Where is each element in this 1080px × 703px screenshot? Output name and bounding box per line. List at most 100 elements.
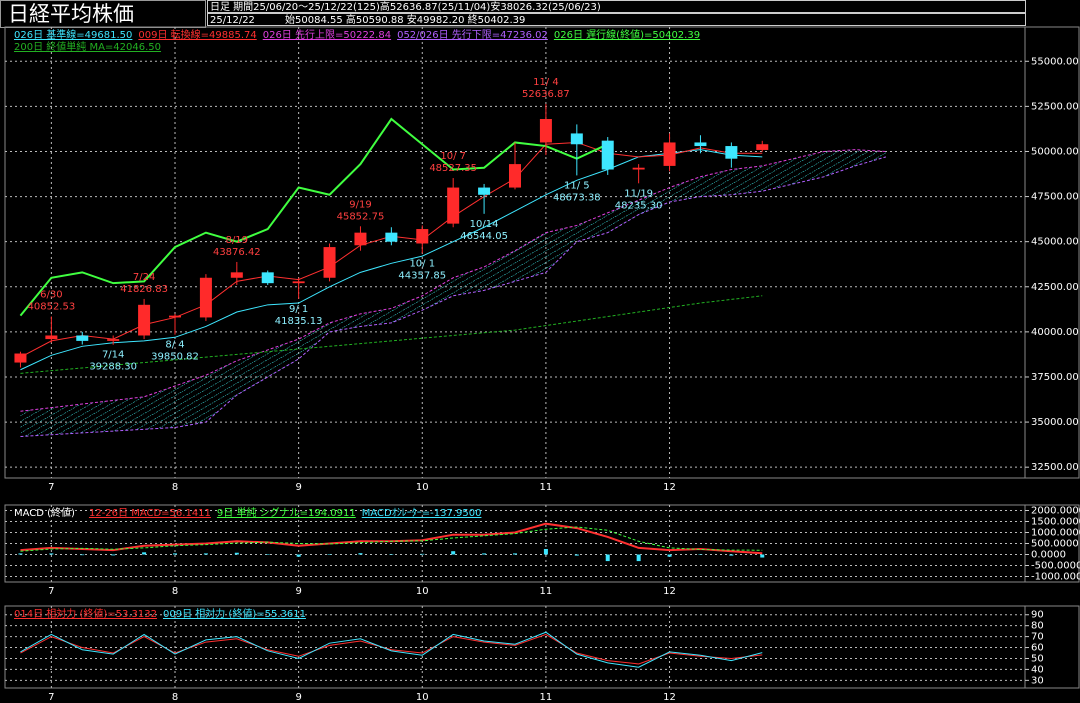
y-tick-label: 45000.00 bbox=[1031, 237, 1079, 248]
bar bbox=[513, 553, 517, 555]
candle-body bbox=[230, 272, 243, 278]
candle-body bbox=[14, 353, 27, 363]
bar bbox=[173, 553, 177, 555]
bar bbox=[111, 554, 116, 556]
y-tick-label: 0.0000 bbox=[1031, 550, 1066, 561]
series-line bbox=[20, 526, 763, 552]
y-tick-label: 35000.00 bbox=[1031, 417, 1079, 428]
bar bbox=[605, 554, 610, 562]
candle-body bbox=[261, 272, 274, 284]
candle-body bbox=[756, 144, 769, 150]
bar bbox=[451, 551, 456, 555]
y-tick-label: 42500.00 bbox=[1031, 282, 1079, 293]
bar bbox=[543, 549, 548, 555]
annotation-date: 11/ 4 bbox=[533, 77, 559, 88]
x-tick-label: 8 bbox=[172, 586, 178, 597]
x-tick-label: 10 bbox=[416, 692, 429, 703]
y-tick-label: 50 bbox=[1031, 653, 1044, 664]
x-tick-label: 12 bbox=[663, 482, 676, 493]
series-line bbox=[20, 295, 763, 374]
annotation-date: 7/14 bbox=[102, 350, 124, 361]
x-tick-label: 8 bbox=[172, 692, 178, 703]
series-line bbox=[20, 633, 763, 665]
candle-body bbox=[725, 146, 738, 159]
candle-body bbox=[447, 187, 460, 224]
x-tick-label: 11 bbox=[540, 692, 553, 703]
candle-body bbox=[601, 140, 614, 170]
candle-body bbox=[663, 142, 676, 166]
candle-body bbox=[694, 142, 707, 147]
candle-body bbox=[107, 339, 120, 341]
y-tick-label: 2000.0000 bbox=[1031, 506, 1080, 517]
x-tick-label: 11 bbox=[540, 586, 553, 597]
x-tick-label: 7 bbox=[48, 482, 54, 493]
annotation-value: 41835.13 bbox=[275, 316, 323, 327]
header-period: 日足 期間25/06/20～25/12/22(125)高52636.87(25/… bbox=[210, 0, 601, 13]
bar bbox=[18, 553, 23, 555]
annotation-value: 48673.38 bbox=[553, 192, 601, 203]
legend-entry: 014日 相対力 (終値)=53.3132 bbox=[14, 607, 157, 620]
y-tick-label: -500.0000 bbox=[1031, 561, 1080, 572]
candle-body bbox=[632, 167, 645, 170]
candle-body bbox=[478, 187, 491, 195]
candle-body bbox=[138, 304, 151, 336]
annotation-value: 44357.85 bbox=[398, 270, 446, 281]
annotation-value: 46544.05 bbox=[460, 231, 508, 242]
x-tick-label: 7 bbox=[48, 692, 54, 703]
annotation-value: 39850.82 bbox=[151, 352, 199, 363]
series-line bbox=[20, 149, 886, 412]
annotation-value: 48527.35 bbox=[429, 163, 477, 174]
y-tick-label: 47500.00 bbox=[1031, 192, 1079, 203]
annotation-value: 48235.30 bbox=[615, 200, 663, 211]
bar bbox=[574, 554, 579, 556]
y-tick-label: 37500.00 bbox=[1031, 372, 1079, 383]
bar bbox=[636, 554, 641, 562]
bar bbox=[203, 553, 208, 555]
x-tick-label: 9 bbox=[295, 692, 301, 703]
axis-strip bbox=[1024, 26, 1080, 479]
candle-body bbox=[292, 281, 305, 284]
bar bbox=[296, 554, 301, 557]
bar bbox=[358, 553, 363, 555]
bar bbox=[80, 554, 85, 556]
legend-entry: 9日 単純 シグナル=194.0911 bbox=[217, 506, 356, 519]
y-tick-label: 40000.00 bbox=[1031, 327, 1079, 338]
x-tick-label: 8 bbox=[172, 482, 178, 493]
legend-entry: 009日 相対力 (終値)=55.3611 bbox=[163, 607, 306, 620]
y-tick-label: 60 bbox=[1031, 643, 1044, 654]
annotation-value: 41826.83 bbox=[120, 284, 168, 295]
annotation-date: 11/19 bbox=[624, 188, 653, 199]
annotation-date: 10/ 1 bbox=[409, 258, 435, 269]
candle-body bbox=[509, 164, 521, 188]
legend-entry: 009日 転換線=49885.74 bbox=[138, 28, 256, 41]
y-tick-label: 30 bbox=[1031, 675, 1044, 686]
x-tick-label: 7 bbox=[48, 586, 54, 597]
annotation-value: 40852.53 bbox=[28, 301, 76, 312]
candle-body bbox=[385, 232, 398, 242]
candle-body bbox=[416, 229, 429, 244]
x-tick-label: 9 bbox=[295, 482, 301, 493]
header-ohlc: 始50084.55 高50590.88 安49982.20 終50402.39 bbox=[285, 13, 525, 26]
bar bbox=[667, 554, 672, 557]
legend-entry: 200日 終値単純 MA=42046.50 bbox=[14, 40, 161, 53]
annotation-date: 6/30 bbox=[40, 289, 62, 300]
x-tick-label: 9 bbox=[295, 586, 301, 597]
annotation-value: 39288.30 bbox=[89, 362, 137, 373]
y-tick-label: -1000.0000 bbox=[1031, 572, 1080, 583]
legend-entry: 052/026日 先行下限=47236.02 bbox=[397, 28, 548, 41]
bar bbox=[265, 554, 270, 555]
x-tick-label: 10 bbox=[416, 586, 429, 597]
annotation-date: 11/ 5 bbox=[564, 180, 590, 191]
candle-body bbox=[199, 277, 212, 318]
y-tick-label: 50000.00 bbox=[1031, 146, 1079, 157]
candle-body bbox=[570, 133, 583, 145]
bar bbox=[760, 554, 765, 558]
bar bbox=[234, 552, 239, 555]
bar bbox=[142, 552, 147, 555]
series-line bbox=[19, 117, 609, 317]
bar bbox=[49, 553, 54, 555]
y-tick-label: 90 bbox=[1031, 610, 1044, 621]
y-tick-label: 500.0000 bbox=[1031, 539, 1079, 550]
